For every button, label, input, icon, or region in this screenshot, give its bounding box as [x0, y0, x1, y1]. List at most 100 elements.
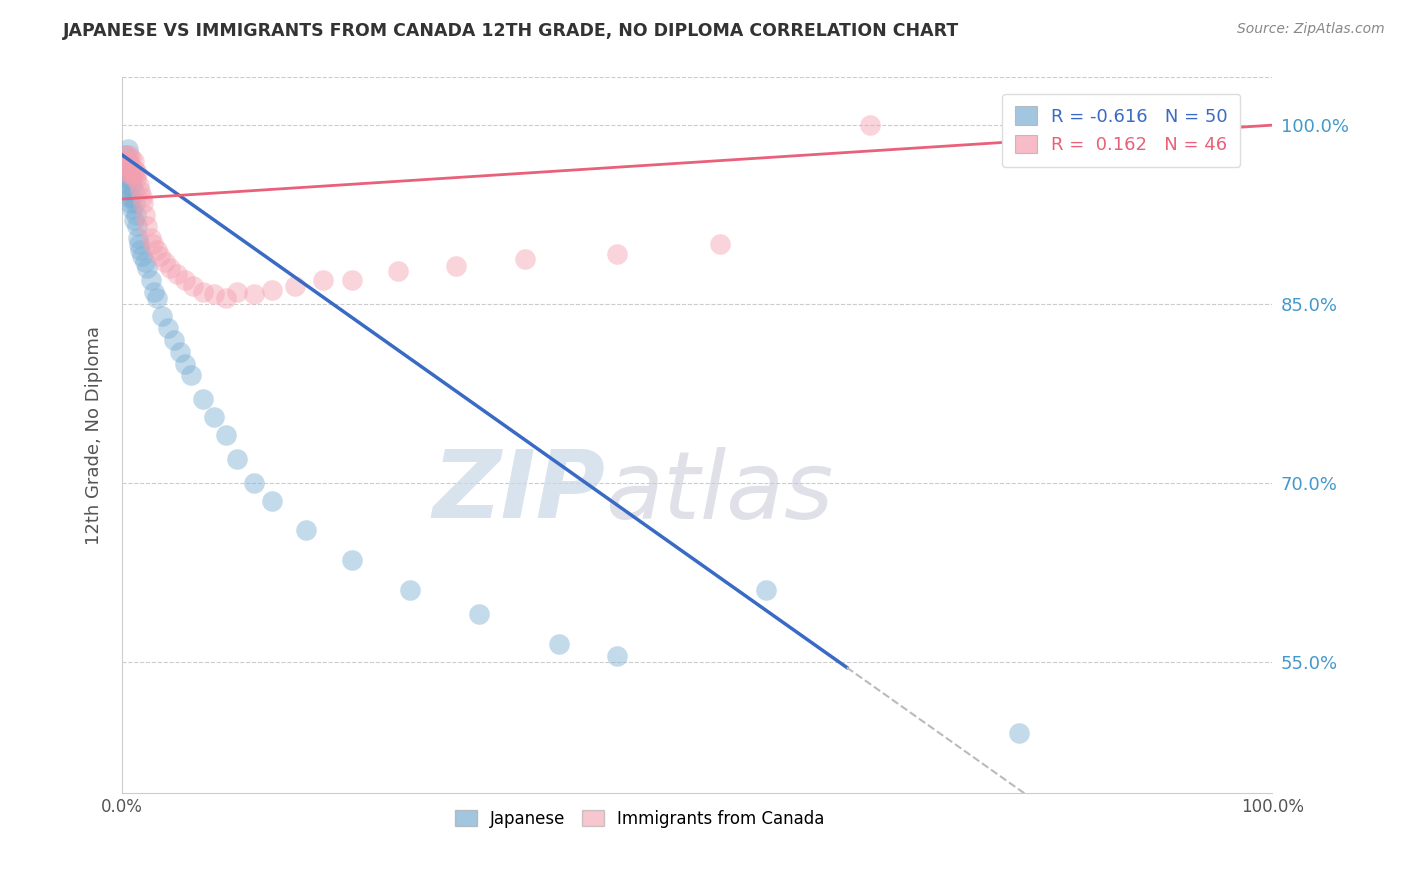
Point	[243, 287, 266, 301]
Point	[136, 219, 159, 234]
Point	[118, 166, 141, 180]
Point	[124, 195, 146, 210]
Point	[444, 259, 467, 273]
Text: Source: ZipAtlas.com: Source: ZipAtlas.com	[1237, 22, 1385, 37]
Point	[142, 237, 165, 252]
Point	[112, 160, 135, 174]
Point	[131, 189, 153, 203]
Point	[243, 475, 266, 490]
Point	[122, 184, 145, 198]
Point	[340, 273, 363, 287]
Point	[120, 156, 142, 170]
Point	[118, 160, 141, 174]
Point	[755, 582, 778, 597]
Point	[180, 368, 202, 383]
Point	[134, 255, 156, 269]
Point	[150, 309, 173, 323]
Point	[260, 283, 283, 297]
Point	[709, 237, 731, 252]
Text: atlas: atlas	[605, 447, 834, 538]
Point	[145, 291, 167, 305]
Point	[125, 166, 148, 180]
Point	[125, 219, 148, 234]
Point	[118, 189, 141, 203]
Point	[159, 261, 181, 276]
Point	[340, 553, 363, 567]
Point	[125, 171, 148, 186]
Point	[214, 291, 236, 305]
Text: JAPANESE VS IMMIGRANTS FROM CANADA 12TH GRADE, NO DIPLOMA CORRELATION CHART: JAPANESE VS IMMIGRANTS FROM CANADA 12TH …	[63, 22, 959, 40]
Point	[284, 279, 307, 293]
Point	[128, 237, 150, 252]
Point	[387, 263, 409, 277]
Point	[398, 582, 420, 597]
Point	[139, 273, 162, 287]
Point	[295, 524, 318, 538]
Point	[128, 178, 150, 192]
Point	[117, 171, 139, 186]
Point	[120, 152, 142, 166]
Point	[115, 153, 138, 168]
Point	[127, 231, 149, 245]
Point	[121, 202, 143, 216]
Point	[191, 285, 214, 299]
Point	[120, 166, 142, 180]
Point	[114, 160, 136, 174]
Point	[129, 244, 152, 258]
Point	[121, 166, 143, 180]
Point	[202, 410, 225, 425]
Point	[166, 267, 188, 281]
Point	[117, 142, 139, 156]
Point	[115, 178, 138, 192]
Point	[120, 171, 142, 186]
Point	[120, 195, 142, 210]
Y-axis label: 12th Grade, No Diploma: 12th Grade, No Diploma	[86, 326, 103, 544]
Point	[132, 195, 155, 210]
Point	[174, 273, 197, 287]
Point	[122, 213, 145, 227]
Point	[117, 153, 139, 168]
Point	[548, 637, 571, 651]
Point	[163, 333, 186, 347]
Point	[214, 428, 236, 442]
Point	[112, 148, 135, 162]
Point	[114, 148, 136, 162]
Point	[467, 607, 489, 621]
Point	[136, 261, 159, 276]
Point	[139, 231, 162, 245]
Point	[120, 168, 142, 182]
Point	[859, 118, 882, 132]
Point	[202, 287, 225, 301]
Point	[124, 163, 146, 178]
Point	[129, 184, 152, 198]
Point	[226, 285, 249, 299]
Point	[169, 344, 191, 359]
Point	[120, 189, 142, 203]
Point	[117, 184, 139, 198]
Point	[143, 285, 166, 299]
Point	[191, 392, 214, 407]
Legend: Japanese, Immigrants from Canada: Japanese, Immigrants from Canada	[449, 803, 831, 834]
Point	[1008, 726, 1031, 740]
Point	[114, 166, 136, 180]
Point	[122, 168, 145, 182]
Point	[183, 279, 205, 293]
Point	[606, 247, 628, 261]
Point	[149, 249, 172, 263]
Point	[121, 178, 143, 192]
Point	[226, 451, 249, 466]
Point	[174, 357, 197, 371]
Point	[117, 166, 139, 180]
Point	[115, 153, 138, 168]
Point	[606, 648, 628, 663]
Point	[260, 493, 283, 508]
Point	[131, 249, 153, 263]
Point	[157, 320, 180, 334]
Point	[122, 153, 145, 168]
Point	[513, 252, 536, 266]
Point	[153, 255, 176, 269]
Point	[118, 148, 141, 162]
Point	[145, 244, 167, 258]
Text: ZIP: ZIP	[433, 446, 605, 538]
Point	[125, 207, 148, 221]
